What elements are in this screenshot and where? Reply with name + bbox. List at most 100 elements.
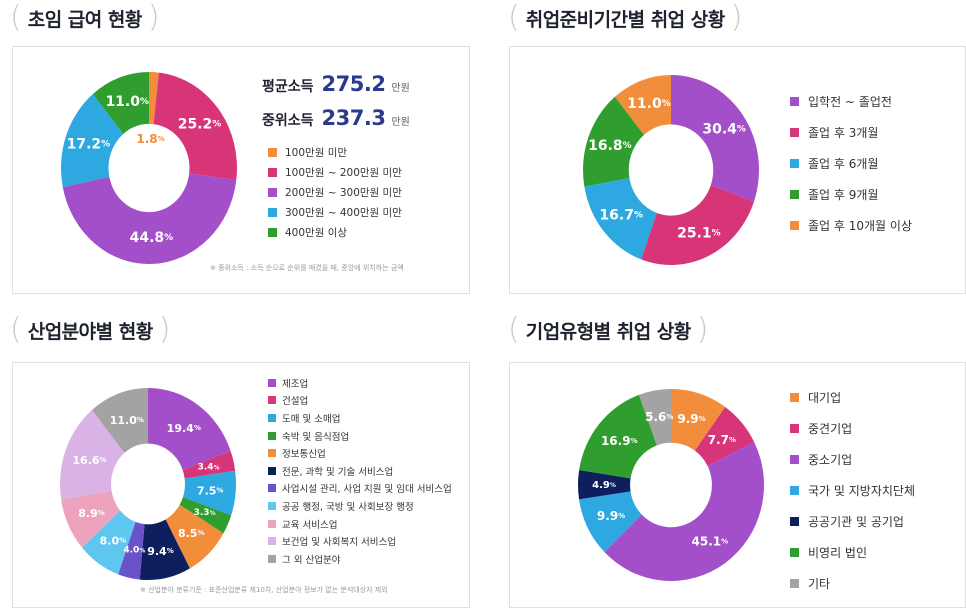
legend-label: 사업시설 관리, 사업 지원 및 임대 서비스업 [282,484,452,496]
bracket-left-decoration: ( [10,0,22,35]
legend-label: 300만원 ~ 400만원 미만 [285,206,402,219]
income-legend-item-5: 400만원 이상 [268,222,402,242]
period-slice-label-2: 25.1% [677,226,721,242]
legend-label: 도매 및 소매업 [282,413,341,425]
period-slice-label-5: 11.0% [627,96,671,112]
industry-slice-1 [148,388,231,471]
average-income-unit: 만원 [391,83,410,94]
bracket-left-decoration: ( [10,312,22,347]
legend-swatch [790,424,799,433]
industry-legend-item-2: 건설업 [268,392,452,410]
legend-label: 졸업 후 9개월 [808,188,879,202]
legend-label: 200만원 ~ 300만원 미만 [285,186,402,199]
average-income-stat: 평균소득 275.2 만원 [262,72,410,96]
period-slice-label-1: 30.4% [702,121,746,137]
legend-label: 정보통신업 [282,449,326,461]
legend-swatch [268,378,276,387]
industry-slice-label-5: 8.5% [178,527,205,540]
company-slice-label-5: 4.9% [592,479,616,490]
period-slice-4 [583,96,645,187]
average-income-value: 275.2 [321,72,386,96]
period-slice-label-4: 16.8% [588,138,632,154]
company-title-text: 기업유형별 취업 상황 [525,320,692,343]
legend-label: 100만원 미만 [285,146,348,159]
industry-slice-7 [118,521,145,580]
period-slice-label-3: 16.7% [599,207,643,223]
legend-label: 입학전 ~ 졸업전 [808,95,892,109]
period-section-title: ( 취업준비기간별 취업 상황 ) [508,1,742,35]
company-slice-4 [579,491,642,553]
bracket-right-decoration: ) [730,0,743,35]
bracket-right-decoration: ) [696,312,709,347]
industry-slice-label-6: 9.4% [147,544,174,557]
income-legend-item-4: 300만원 ~ 400만원 미만 [268,202,402,222]
industry-slice-label-1: 19.4% [167,422,201,435]
median-income-unit: 만원 [391,117,410,128]
median-income-label: 중위소득 [262,113,314,129]
industry-slice-label-2: 3.4% [198,462,220,472]
industry-legend-item-9: 교육 서비스업 [268,515,452,533]
company-slice-label-1: 9.9% [677,412,705,426]
income-slice-5 [92,72,149,134]
bracket-right-decoration: ) [158,312,171,347]
income-slice-label-3: 44.8% [130,230,174,246]
industry-slice-label-11: 11.0% [110,413,144,426]
industry-title-text: 산업분야별 현황 [27,320,153,343]
company-slice-label-6: 16.9% [601,434,638,448]
legend-label: 숙박 및 음식점업 [282,431,350,443]
company-legend-item-5: 공공기관 및 공기업 [790,506,915,537]
industry-legend-item-6: 전문, 과학 및 기술 서비스업 [268,462,452,480]
company-slice-label-7: 5.6% [645,410,673,424]
legend-label: 그 외 산업분야 [282,554,341,566]
industry-slice-5 [165,504,224,569]
legend-swatch [790,579,799,588]
industry-legend-item-3: 도매 및 소매업 [268,409,452,427]
legend-label: 보건업 및 사회복지 서비스업 [282,537,396,549]
period-legend: 입학전 ~ 졸업전 졸업 후 3개월 졸업 후 6개월 졸업 후 9개월 졸업 후 10… [790,86,912,241]
income-slice-1 [149,72,159,125]
income-title-text: 초임 급여 현황 [27,8,143,31]
legend-label: 중소기업 [808,453,853,467]
legend-label: 기타 [808,577,831,591]
income-donut-chart: 1.8% 25.2% 44.8% 17.2% 11.0% [61,72,237,264]
legend-label: 교육 서비스업 [282,519,338,531]
company-section-title: ( 기업유형별 취업 상황 ) [508,313,709,347]
income-slice-label-2: 25.2% [178,117,222,133]
legend-swatch [790,548,799,557]
industry-legend-item-5: 정보통신업 [268,444,452,462]
legend-swatch [268,466,276,475]
legend-label: 건설업 [282,396,309,408]
industry-legend-item-4: 숙박 및 음식점업 [268,427,452,445]
legend-swatch [268,187,277,197]
industry-slice-8 [81,510,136,575]
legend-swatch [790,190,799,199]
legend-label: 졸업 후 10개월 이상 [808,219,912,233]
industry-slice-label-8: 8.0% [100,534,127,547]
legend-swatch [790,486,799,495]
industry-footnote: ※ 산업분야 분류기준 : 표준산업분류 제10차, 산업분야 정보가 없는 분… [140,586,388,594]
period-title-text: 취업준비기간별 취업 상황 [525,8,726,31]
company-legend-item-1: 대기업 [790,382,915,413]
company-donut-chart: 9.9%7.7%45.1%9.9%4.9%16.9%5.6% [578,389,764,581]
company-slice-6 [579,394,657,479]
period-slice-1 [671,75,759,202]
legend-label: 졸업 후 6개월 [808,157,879,171]
legend-label: 중견기업 [808,422,853,436]
industry-legend-item-1: 제조업 [268,374,452,392]
industry-slice-label-7: 4.0% [123,546,145,556]
industry-slice-2 [182,450,236,479]
company-slice-label-4: 9.9% [597,509,625,523]
company-slice-7 [638,389,671,446]
income-slice-label-5: 11.0% [105,94,149,110]
company-slice-5 [578,469,631,500]
period-legend-item-4: 졸업 후 9개월 [790,179,912,210]
legend-swatch [268,396,276,405]
company-slice-1 [671,389,726,451]
legend-swatch [790,128,799,137]
legend-swatch [268,167,277,177]
legend-label: 100만원 ~ 200만원 미만 [285,166,402,179]
income-slice-label-4: 17.2% [67,137,111,153]
legend-swatch [790,455,799,464]
company-legend-item-3: 중소기업 [790,444,915,475]
legend-label: 제조업 [282,378,309,390]
